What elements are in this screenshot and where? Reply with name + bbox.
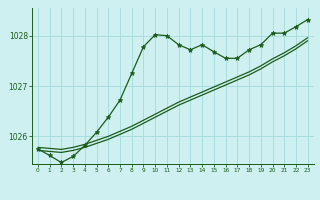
Text: Graphe pression niveau de la mer (hPa): Graphe pression niveau de la mer (hPa) [65,182,255,190]
